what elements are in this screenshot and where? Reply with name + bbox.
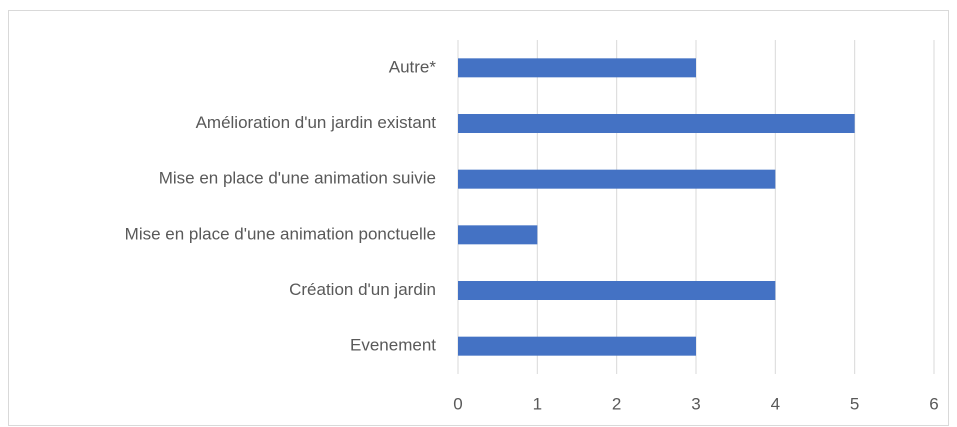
chart-border bbox=[8, 10, 949, 426]
x-tick-label: 4 bbox=[771, 394, 780, 413]
y-tick-label: Autre* bbox=[389, 57, 437, 76]
y-tick-label: Amélioration d'un jardin existant bbox=[196, 113, 437, 132]
y-tick-label: Mise en place d'une animation suivie bbox=[159, 169, 436, 188]
x-tick-label: 0 bbox=[453, 394, 462, 413]
bar bbox=[458, 114, 855, 133]
x-tick-label: 6 bbox=[929, 394, 938, 413]
bar bbox=[458, 169, 776, 189]
x-tick-label: 5 bbox=[850, 394, 859, 413]
y-tick-label: Création d'un jardin bbox=[289, 280, 436, 299]
bar bbox=[458, 225, 538, 245]
bar bbox=[458, 281, 776, 300]
x-tick-label: 2 bbox=[612, 394, 621, 413]
x-tick-label: 1 bbox=[533, 394, 542, 413]
bar bbox=[458, 58, 696, 78]
bar bbox=[458, 336, 696, 356]
y-tick-label: Mise en place d'une animation ponctuelle bbox=[125, 224, 436, 243]
x-tick-label: 3 bbox=[691, 394, 700, 413]
y-tick-label: Evenement bbox=[350, 336, 436, 355]
